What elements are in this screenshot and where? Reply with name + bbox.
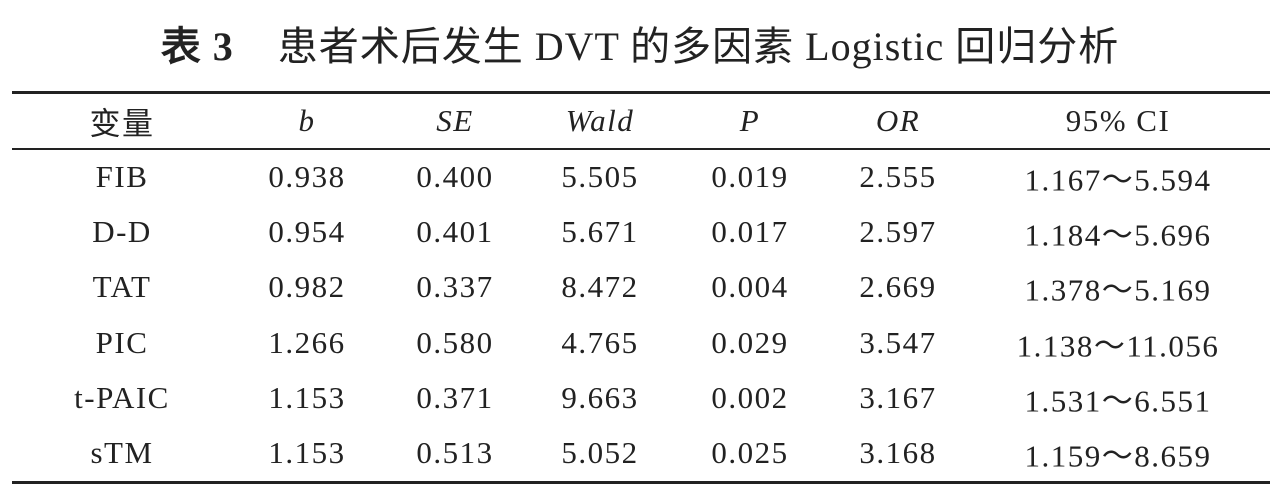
table-cell: 0.954	[268, 214, 346, 250]
bottom-rule	[12, 481, 1270, 484]
table-cell: 1.378～5.169	[1024, 272, 1212, 308]
row-label: t-PAIC	[74, 379, 170, 415]
table-cell: 0.004	[711, 269, 789, 305]
table-cell: 5.671	[561, 214, 639, 250]
table-cell: 3.547	[859, 324, 937, 360]
table-cell: 9.663	[561, 379, 639, 415]
table-cell: 0.019	[711, 159, 789, 194]
table-cell: 1.167～5.594	[1024, 162, 1212, 198]
table-cell: 3.167	[859, 379, 937, 415]
table-cell: 0.580	[416, 324, 494, 360]
table-cell: 0.938	[268, 159, 346, 194]
column-header: P	[739, 103, 761, 138]
table-cell: 8.472	[561, 269, 639, 305]
header-rule	[12, 148, 1270, 150]
table-cell: 0.400	[416, 159, 494, 194]
table-label: 表 3	[160, 24, 234, 69]
table-cell: 1.266	[268, 324, 346, 360]
column-header: b	[298, 103, 316, 138]
table-cell: 0.371	[416, 379, 494, 415]
row-label: FIB	[95, 159, 149, 194]
row-label: PIC	[95, 324, 149, 360]
column-header: Wald	[565, 103, 635, 138]
table-cell: 2.597	[859, 214, 937, 250]
table-cell: 0.513	[416, 435, 494, 470]
table-cell: 0.337	[416, 269, 494, 305]
table-cell: 1.531～6.551	[1024, 383, 1212, 419]
table-cell: 0.401	[416, 214, 494, 250]
column-header: SE	[436, 103, 474, 138]
top-rule	[12, 91, 1270, 94]
table-cell: 5.052	[561, 435, 639, 470]
row-label: sTM	[90, 435, 154, 470]
table-cell: 2.669	[859, 269, 937, 305]
table-cell: 1.159～8.659	[1024, 438, 1212, 474]
table-cell: 0.002	[711, 379, 789, 415]
column-header: OR	[875, 103, 921, 138]
table-cell: 0.982	[268, 269, 346, 305]
row-label: TAT	[92, 269, 152, 305]
table-cell: 0.017	[711, 214, 789, 250]
column-header: 变量	[89, 106, 155, 142]
table-cell: 2.555	[859, 159, 937, 194]
table-cell: 4.765	[561, 324, 639, 360]
title: 表 3 患者术后发生 DVT 的多因素 Logistic 回归分析	[0, 14, 1280, 72]
table-cell: 1.138～11.056	[1016, 328, 1220, 364]
table-cell: 1.153	[268, 435, 346, 470]
table-cell: 1.153	[268, 379, 346, 415]
table-cell: 3.168	[859, 435, 937, 470]
column-header: 95% CI	[1065, 103, 1171, 138]
table-cell: 0.029	[711, 324, 789, 360]
table-title: 患者术后发生 DVT 的多因素 Logistic 回归分析	[277, 24, 1120, 69]
table-cell: 5.505	[561, 159, 639, 194]
table-cell: 1.184～5.696	[1024, 217, 1212, 253]
row-label: D-D	[92, 214, 152, 250]
table-cell: 0.025	[711, 435, 789, 470]
